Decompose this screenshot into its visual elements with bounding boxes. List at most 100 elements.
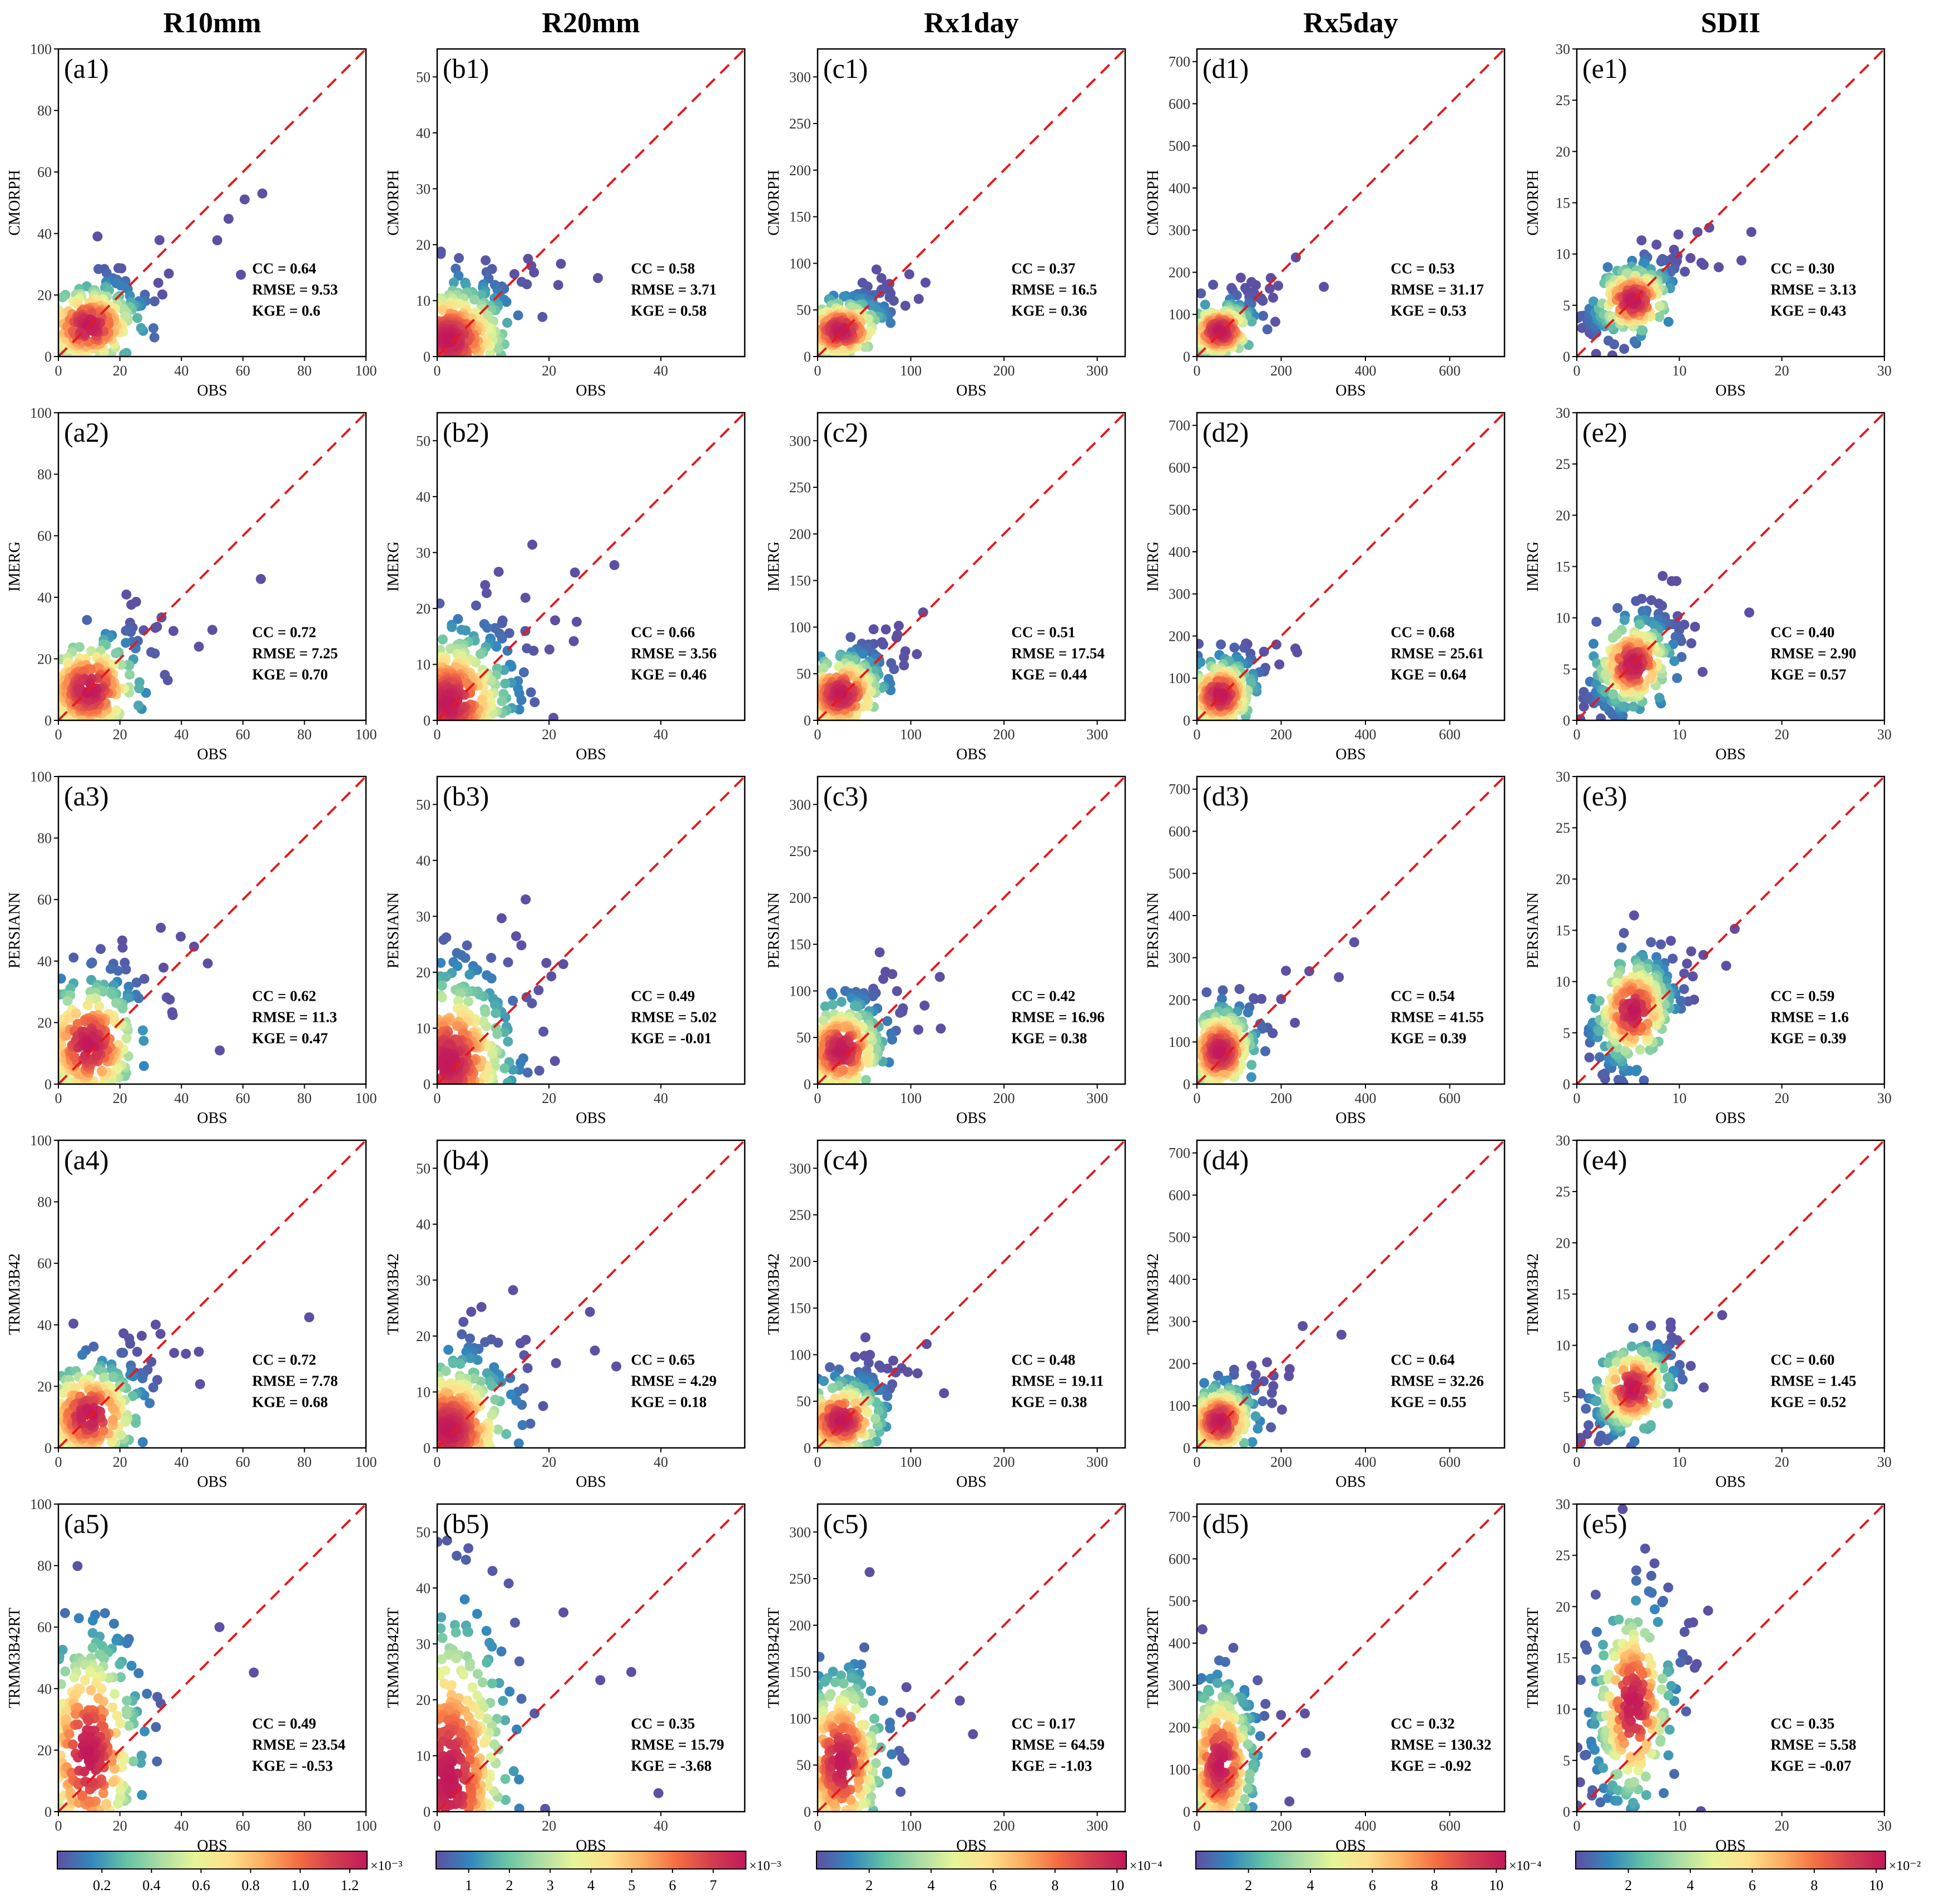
column-titles: R10mm R20mm Rx1day Rx5day SDII <box>163 7 1760 39</box>
data-point <box>108 1015 118 1026</box>
data-point <box>1635 1045 1645 1055</box>
data-point <box>148 323 159 333</box>
data-point <box>154 235 165 245</box>
x-tick-label: 40 <box>654 1090 668 1106</box>
data-point <box>461 280 471 290</box>
data-point <box>883 674 894 684</box>
scatter-points <box>1577 222 1756 357</box>
stat-kge: KGE = 0.38 <box>1011 1030 1087 1047</box>
y-tick-label: 300 <box>1169 222 1190 239</box>
stat-cc: CC = 0.65 <box>631 1352 695 1368</box>
x-tick-label: 0 <box>55 1454 62 1470</box>
data-point <box>1258 295 1268 306</box>
data-point <box>878 639 889 650</box>
x-tick-label: 0 <box>434 1090 441 1106</box>
data-point <box>1264 283 1275 294</box>
x-tick-label: 0 <box>1573 363 1581 379</box>
data-point <box>1262 324 1273 335</box>
y-tick-label: 30 <box>416 1272 430 1288</box>
data-point <box>518 667 529 677</box>
data-point <box>117 935 127 946</box>
data-point <box>913 294 924 304</box>
data-point <box>1239 642 1249 653</box>
data-point <box>120 311 130 322</box>
data-point <box>164 268 174 279</box>
data-point <box>493 566 504 577</box>
panel-label: (e3) <box>1582 780 1627 812</box>
data-point <box>1683 996 1694 1007</box>
y-tick-label: 80 <box>37 1194 52 1210</box>
data-point <box>466 1307 477 1317</box>
y-tick-label: 15 <box>1556 195 1570 211</box>
data-point <box>442 1426 453 1436</box>
data-point <box>1680 266 1690 277</box>
y-tick-label: 0 <box>44 349 52 365</box>
y-tick-label: 400 <box>1169 544 1190 560</box>
data-point <box>74 642 85 652</box>
data-point <box>202 958 213 969</box>
y-axis-label: CMORPH <box>6 170 23 235</box>
y-tick-label: 250 <box>789 479 811 496</box>
stat-kge: KGE = 0.47 <box>252 1030 328 1047</box>
stat-cc: CC = 0.72 <box>252 1352 316 1368</box>
data-point <box>207 625 217 635</box>
data-point <box>132 313 143 323</box>
scatter-points <box>437 1285 622 1448</box>
scatter-points <box>58 188 268 357</box>
stat-cc: CC = 0.68 <box>1390 624 1454 641</box>
data-point <box>1651 1020 1661 1031</box>
y-tick-label: 0 <box>423 349 430 365</box>
data-point <box>1654 693 1665 703</box>
y-tick-label: 60 <box>37 528 52 544</box>
data-point <box>96 1066 107 1076</box>
data-point <box>556 259 566 269</box>
data-point <box>1686 946 1696 957</box>
y-tick-label: 80 <box>37 103 52 119</box>
data-point <box>437 598 445 609</box>
data-point <box>882 1016 893 1026</box>
x-tick-label: 60 <box>236 1090 250 1106</box>
y-tick-label: 0 <box>804 713 811 729</box>
data-point <box>454 253 464 263</box>
y-axis-label: PERSIANN <box>765 892 783 968</box>
data-point <box>58 1039 67 1050</box>
stat-kge: KGE = 0.39 <box>1770 1030 1846 1047</box>
data-point <box>516 276 527 287</box>
stat-cc: CC = 0.66 <box>631 624 695 641</box>
data-point <box>871 1044 882 1054</box>
data-point <box>493 343 503 354</box>
data-point <box>489 1000 500 1010</box>
data-point <box>437 980 447 991</box>
panel-label: (a3) <box>64 780 109 812</box>
data-point <box>876 1362 887 1373</box>
data-point <box>146 647 156 657</box>
panel-label: (c3) <box>823 780 868 812</box>
data-point <box>1645 674 1655 684</box>
data-point <box>874 947 885 958</box>
y-axis-label: CMORPH <box>1525 170 1542 235</box>
data-point <box>550 615 561 626</box>
x-tick-label: 40 <box>654 363 668 379</box>
stat-cc: CC = 0.59 <box>1770 988 1834 1005</box>
data-point <box>918 607 928 617</box>
stat-rmse: RMSE = 16.96 <box>1011 1009 1105 1026</box>
data-point <box>71 1008 81 1018</box>
x-tick-label: 30 <box>1877 1090 1892 1106</box>
data-point <box>836 997 847 1007</box>
x-tick-label: 40 <box>174 1454 189 1470</box>
y-tick-label: 30 <box>1556 769 1570 785</box>
y-tick-label: 400 <box>1169 908 1190 924</box>
data-point <box>895 1007 905 1018</box>
data-point <box>527 540 538 550</box>
data-point <box>1657 571 1668 581</box>
data-point <box>130 643 141 654</box>
x-tick-label: 20 <box>113 1454 127 1470</box>
data-point <box>1631 1065 1642 1075</box>
data-point <box>899 660 909 671</box>
x-axis-label: OBS <box>576 746 606 763</box>
scatter-points <box>437 246 603 357</box>
x-tick-label: 40 <box>174 363 189 379</box>
data-point <box>1646 595 1657 605</box>
